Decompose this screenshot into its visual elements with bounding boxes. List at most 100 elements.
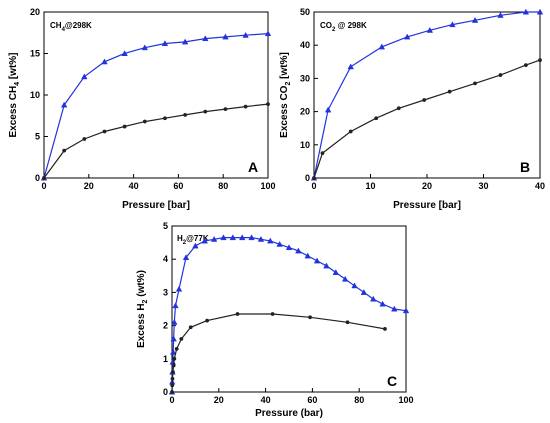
y-tick-label-b-2: 20: [300, 107, 310, 117]
data-point-b-circle-1: [320, 151, 325, 156]
y-tick-label-b-0: 0: [305, 173, 310, 183]
data-point-b-circle-7: [473, 81, 477, 86]
data-point-c-triangle-25: [332, 269, 340, 275]
data-point-c-circle-13: [345, 320, 350, 325]
data-point-a-triangle-2: [81, 73, 88, 80]
y-tick-label-c-2: 2: [163, 321, 168, 331]
data-point-b-circle-2: [348, 129, 353, 134]
x-tick-label-c-0: 0: [169, 395, 174, 405]
data-point-b-circle-3: [374, 116, 379, 121]
data-point-c-circle-3: [171, 370, 175, 374]
data-point-c-triangle-22: [304, 252, 311, 259]
data-point-a-triangle-1: [60, 101, 68, 108]
series-line-c-triangle: [171, 237, 407, 393]
x-tick-label-a-5: 100: [260, 181, 275, 191]
data-point-c-circle-8: [188, 325, 193, 330]
y-tick-label-c-3: 3: [163, 287, 168, 297]
data-point-c-circle-9: [205, 318, 210, 323]
x-tick-label-b-3: 30: [478, 181, 488, 191]
data-point-a-circle-11: [266, 102, 270, 107]
data-point-c-circle-12: [308, 315, 312, 320]
data-point-c-triangle-18: [267, 237, 274, 244]
data-point-a-circle-9: [223, 107, 228, 112]
panel-a: CH4@298K Pressure [bar] Excess CH4 [wt%]…: [8, 7, 276, 211]
data-point-c-triangle-14: [229, 234, 237, 241]
data-point-c-triangle-10: [192, 242, 199, 249]
data-point-b-triangle-1: [324, 106, 332, 113]
y-tick-label-c-0: 0: [163, 387, 168, 397]
data-point-a-triangle-3: [101, 58, 108, 65]
annotation-ch4: CH4@298K: [50, 21, 92, 33]
data-point-b-circle-4: [396, 106, 401, 111]
data-point-c-circle-4: [171, 363, 176, 368]
series-line-b-circle: [313, 59, 541, 179]
panel-c: H2@77K Pressure (bar) Excess H2 (wt%) C …: [136, 221, 414, 419]
data-point-c-triangle-4: [169, 348, 177, 355]
data-point-b-circle-9: [523, 63, 528, 68]
data-point-b-triangle-4: [404, 33, 411, 40]
y-tick-label-b-3: 30: [300, 73, 310, 83]
data-point-b-triangle-2: [347, 63, 354, 70]
data-point-c-triangle-29: [370, 295, 377, 302]
data-point-c-circle-0: [170, 390, 174, 394]
y-tick-label-a-3: 15: [30, 49, 40, 59]
data-point-a-triangle-7: [181, 38, 189, 45]
data-point-c-triangle-7: [172, 302, 179, 309]
panel-letter-c: C: [387, 373, 397, 389]
y-tick-label-c-4: 4: [163, 254, 168, 264]
data-point-b-circle-8: [498, 73, 503, 77]
data-point-a-circle-2: [82, 137, 87, 141]
y-tick-label-b-1: 10: [300, 140, 310, 150]
data-point-a-triangle-4: [121, 50, 128, 56]
x-tick-label-c-3: 60: [307, 395, 317, 405]
data-point-b-circle-6: [447, 89, 452, 94]
data-point-a-circle-8: [203, 109, 208, 114]
panel-b: CO2 @ 298K Pressure [bar] Excess CO2 [wt…: [279, 7, 545, 211]
data-point-a-circle-5: [142, 119, 147, 124]
data-point-b-triangle-6: [449, 21, 456, 28]
y-tick-label-a-4: 20: [30, 7, 40, 17]
data-point-c-triangle-19: [276, 240, 283, 247]
data-point-a-triangle-10: [242, 31, 249, 38]
plot-frame-a: [43, 11, 269, 179]
annotation-co2: CO2 @ 298K: [320, 21, 367, 33]
data-point-c-triangle-24: [323, 262, 330, 269]
x-tick-label-a-2: 40: [129, 181, 139, 191]
x-tick-label-b-4: 40: [535, 181, 545, 191]
data-point-c-triangle-21: [295, 247, 302, 254]
plot-frame-c: [171, 225, 407, 393]
data-point-c-triangle-9: [182, 254, 190, 261]
data-point-c-triangle-5: [170, 335, 177, 342]
data-point-c-triangle-31: [391, 305, 398, 312]
data-point-b-circle-10: [538, 58, 542, 63]
data-point-c-triangle-23: [313, 257, 321, 264]
data-point-b-triangle-10: [536, 8, 544, 15]
data-point-c-triangle-12: [210, 235, 218, 242]
data-point-c-circle-11: [270, 312, 275, 316]
data-point-c-circle-7: [179, 336, 184, 341]
data-point-c-triangle-15: [238, 234, 246, 241]
x-tick-label-a-1: 20: [84, 181, 94, 191]
series-line-a-circle: [43, 103, 269, 179]
data-point-c-circle-10: [235, 312, 240, 316]
data-point-c-triangle-8: [175, 285, 183, 292]
data-point-c-triangle-11: [201, 237, 208, 244]
data-point-a-circle-1: [62, 148, 67, 153]
data-point-b-triangle-7: [471, 16, 479, 23]
y-tick-label-c-5: 5: [163, 221, 168, 231]
data-point-c-triangle-20: [285, 244, 293, 251]
data-point-c-triangle-32: [402, 307, 410, 314]
data-point-c-triangle-13: [220, 234, 227, 241]
data-point-c-circle-6: [174, 346, 179, 351]
y-tick-label-b-4: 40: [300, 40, 310, 50]
data-point-a-triangle-9: [222, 33, 229, 40]
x-tick-label-b-1: 10: [365, 181, 375, 191]
data-point-c-triangle-6: [171, 318, 178, 325]
x-axis-title-a: Pressure [bar]: [122, 200, 190, 211]
data-point-a-triangle-6: [161, 40, 169, 47]
data-point-b-triangle-9: [522, 8, 530, 15]
y-tick-label-a-0: 0: [35, 173, 40, 183]
x-tick-label-c-2: 40: [261, 395, 271, 405]
y-tick-label-c-1: 1: [163, 354, 168, 364]
